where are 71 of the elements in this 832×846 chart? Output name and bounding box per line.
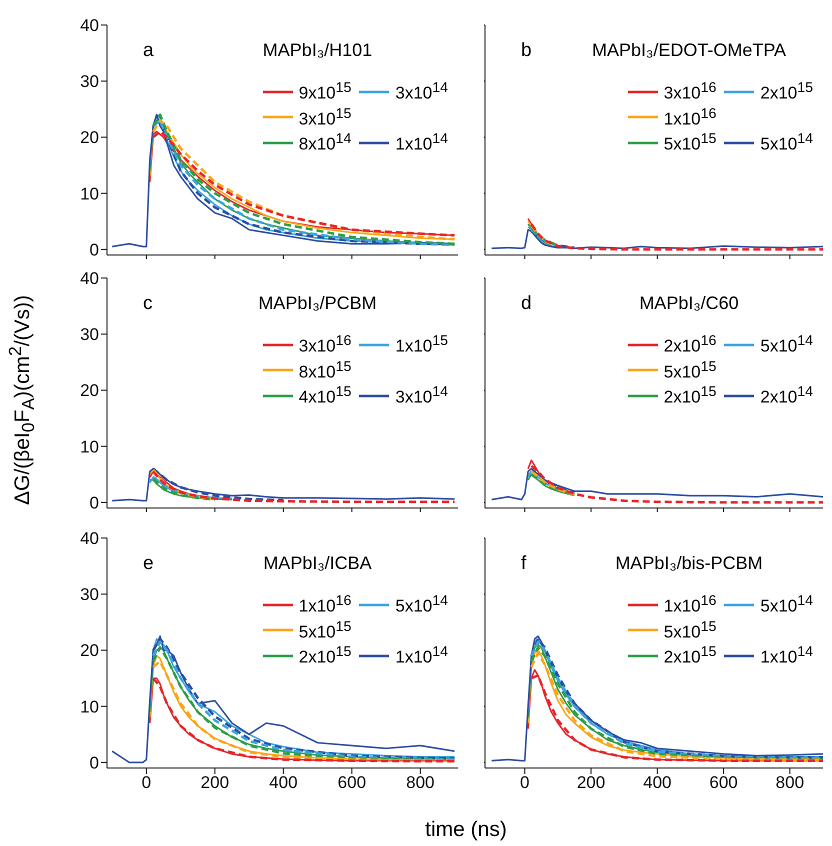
y-tick-label: 20 bbox=[80, 641, 99, 660]
y-tick-label: 30 bbox=[80, 72, 99, 92]
y-tick-label: 20 bbox=[80, 381, 99, 400]
annotation: d bbox=[521, 293, 532, 314]
x-tick-label: 200 bbox=[576, 773, 606, 792]
legend-label: 2x10$^{16}$ bbox=[664, 333, 716, 357]
legend-label: 3x10$^{14}$ bbox=[395, 384, 448, 408]
legend-label: 5x10$^{14}$ bbox=[760, 131, 813, 155]
legend-label: 5x10$^{15}$ bbox=[664, 358, 716, 382]
annotation: a bbox=[143, 40, 154, 61]
legend-label: 1x10$^{16}$ bbox=[664, 106, 716, 130]
annotation: c bbox=[143, 293, 152, 314]
legend-label: 5x10$^{15}$ bbox=[664, 618, 716, 642]
annotation: b bbox=[521, 40, 532, 61]
y-tick-label: 20 bbox=[80, 128, 99, 148]
text: MAPbI₃/PCBM bbox=[258, 293, 377, 313]
legend-label: 5x10$^{14}$ bbox=[395, 593, 448, 617]
x-tick-label: 800 bbox=[776, 773, 804, 792]
annotation: f bbox=[521, 553, 526, 574]
y-tick-label: 10 bbox=[80, 697, 99, 716]
legend-label: 8x10$^{14}$ bbox=[298, 131, 352, 155]
legend-label: 5x10$^{15}$ bbox=[664, 131, 716, 155]
legend-label: 1x10$^{15}$ bbox=[395, 333, 448, 357]
x-tick-label: 200 bbox=[200, 773, 230, 792]
legend-label: 1x10$^{14}$ bbox=[760, 644, 813, 668]
y-tick-label: 0 bbox=[90, 240, 99, 260]
x-tick-label: 400 bbox=[643, 773, 672, 792]
x-axis-title: time (ns) bbox=[425, 818, 507, 841]
x-tick-label: 0 bbox=[520, 773, 530, 792]
annotation: e bbox=[143, 553, 154, 574]
y-tick-label: 40 bbox=[80, 16, 99, 36]
x-tick-label: 600 bbox=[709, 773, 738, 792]
text: MAPbI₃/EDOT-OMeTPA bbox=[592, 40, 786, 60]
legend-label: 5x10$^{15}$ bbox=[298, 618, 352, 642]
legend-label: 1x10$^{14}$ bbox=[395, 131, 448, 155]
y-tick-label: 30 bbox=[80, 325, 99, 344]
x-tick-label: 0 bbox=[142, 773, 152, 792]
legend-label: 3x10$^{15}$ bbox=[298, 106, 352, 130]
y-tick-label: 30 bbox=[80, 585, 99, 604]
legend-label: 1x10$^{14}$ bbox=[395, 644, 448, 668]
x-tick-label: 400 bbox=[269, 773, 298, 792]
legend-label: 2x10$^{15}$ bbox=[664, 384, 716, 408]
line-series bbox=[152, 468, 216, 500]
legend-label: 5x10$^{14}$ bbox=[760, 333, 813, 357]
text: MAPbI₃/H101 bbox=[262, 40, 372, 60]
text: MAPbI₃/C60 bbox=[639, 293, 739, 313]
text: MAPbI₃/ICBA bbox=[263, 553, 372, 573]
x-tick-label: 600 bbox=[338, 773, 366, 792]
legend-label: 9x10$^{15}$ bbox=[298, 80, 352, 104]
line-series bbox=[111, 468, 456, 502]
legend-label: 8x10$^{15}$ bbox=[298, 358, 352, 382]
y-tick-label: 10 bbox=[80, 437, 99, 456]
y-tick-label: 40 bbox=[80, 529, 99, 548]
legend-label: 5x10$^{14}$ bbox=[760, 593, 813, 617]
y-tick-label: 40 bbox=[80, 269, 99, 288]
legend-label: 1x10$^{16}$ bbox=[298, 593, 352, 617]
legend-label: 3x10$^{14}$ bbox=[395, 80, 448, 104]
legend-label: 2x10$^{14}$ bbox=[760, 384, 813, 408]
y-tick-label: 10 bbox=[80, 184, 99, 204]
y-tick-label: 0 bbox=[90, 753, 99, 772]
x-tick-label: 800 bbox=[406, 773, 435, 792]
legend-label: 3x10$^{16}$ bbox=[664, 80, 716, 104]
line-series bbox=[152, 470, 456, 504]
legend-label: 4x10$^{15}$ bbox=[298, 384, 352, 408]
y-tick-label: 0 bbox=[90, 493, 99, 512]
legend-label: 3x10$^{16}$ bbox=[298, 333, 352, 357]
legend-label: 2x10$^{15}$ bbox=[664, 644, 716, 668]
legend-label: 2x10$^{15}$ bbox=[298, 644, 352, 668]
legend-label: 1x10$^{16}$ bbox=[664, 593, 716, 617]
legend-label: 2x10$^{15}$ bbox=[760, 80, 813, 104]
text: MAPbI₃/bis-PCBM bbox=[615, 553, 763, 573]
